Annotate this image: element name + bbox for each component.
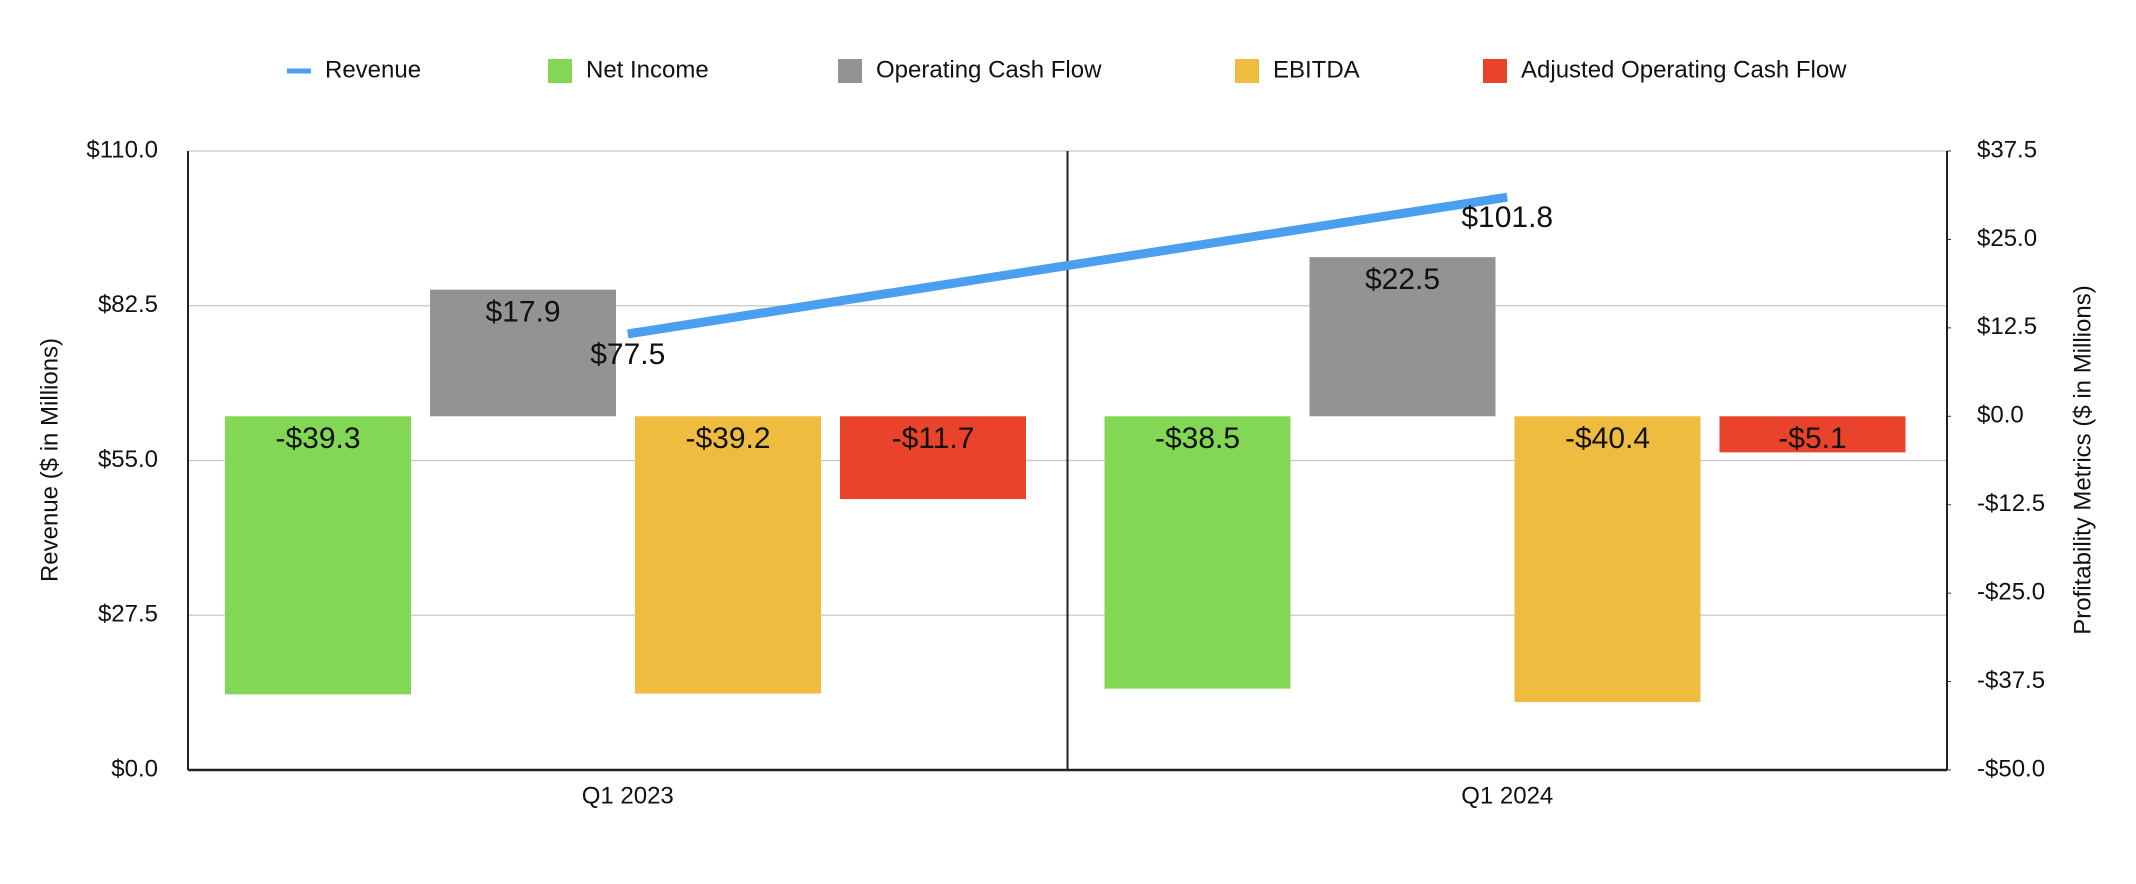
y2-tick-label: $0.0 — [1977, 402, 2024, 429]
data-label: $17.9 — [485, 296, 560, 329]
data-label: $77.5 — [590, 338, 665, 371]
data-label: -$40.4 — [1565, 422, 1650, 455]
bar — [225, 416, 411, 695]
y2-tick-label: $37.5 — [1977, 136, 2037, 163]
y2-axis-title: Profitability Metrics ($ in Millions) — [2069, 285, 2096, 634]
legend-label: EBITDA — [1273, 56, 1360, 83]
y-tick-label: $82.5 — [98, 291, 158, 318]
legend-marker — [548, 59, 572, 83]
data-label: -$38.5 — [1155, 422, 1240, 455]
y2-tick-label: -$25.0 — [1977, 578, 2045, 605]
data-label: -$5.1 — [1778, 422, 1846, 455]
legend-marker — [1235, 59, 1259, 83]
x-tick-label: Q1 2024 — [1461, 782, 1553, 809]
legend-label: Net Income — [586, 56, 709, 83]
bar — [840, 416, 1026, 500]
y-tick-label: $0.0 — [111, 755, 158, 782]
legend-marker — [1483, 59, 1507, 83]
data-label: -$11.7 — [892, 422, 975, 455]
x-tick-label: Q1 2023 — [582, 782, 674, 809]
data-label: $22.5 — [1365, 263, 1440, 296]
y2-tick-label: $12.5 — [1977, 313, 2037, 340]
y-tick-label: $110.0 — [86, 136, 158, 163]
y2-tick-label: -$37.5 — [1977, 667, 2045, 694]
data-label: $101.8 — [1461, 201, 1553, 234]
bar — [1514, 416, 1701, 703]
bar — [635, 416, 821, 694]
bar — [1104, 416, 1291, 689]
revenue-line — [627, 192, 1508, 339]
y-axis-title: Revenue ($ in Millions) — [36, 338, 63, 582]
bar — [430, 289, 616, 417]
data-label: -$39.3 — [275, 422, 360, 455]
y-tick-label: $27.5 — [98, 601, 158, 628]
legend-marker — [838, 59, 862, 83]
bar — [1719, 416, 1906, 453]
legend-label: Operating Cash Flow — [876, 56, 1102, 83]
y2-tick-label: -$12.5 — [1977, 490, 2045, 517]
legend-label: Adjusted Operating Cash Flow — [1521, 56, 1847, 83]
y2-tick-label: $25.0 — [1977, 225, 2037, 252]
data-label: -$39.2 — [685, 422, 770, 455]
y-tick-label: $55.0 — [98, 446, 158, 473]
bar — [1309, 257, 1496, 417]
legend-label: Revenue — [325, 56, 421, 83]
y2-tick-label: -$50.0 — [1977, 755, 2045, 782]
